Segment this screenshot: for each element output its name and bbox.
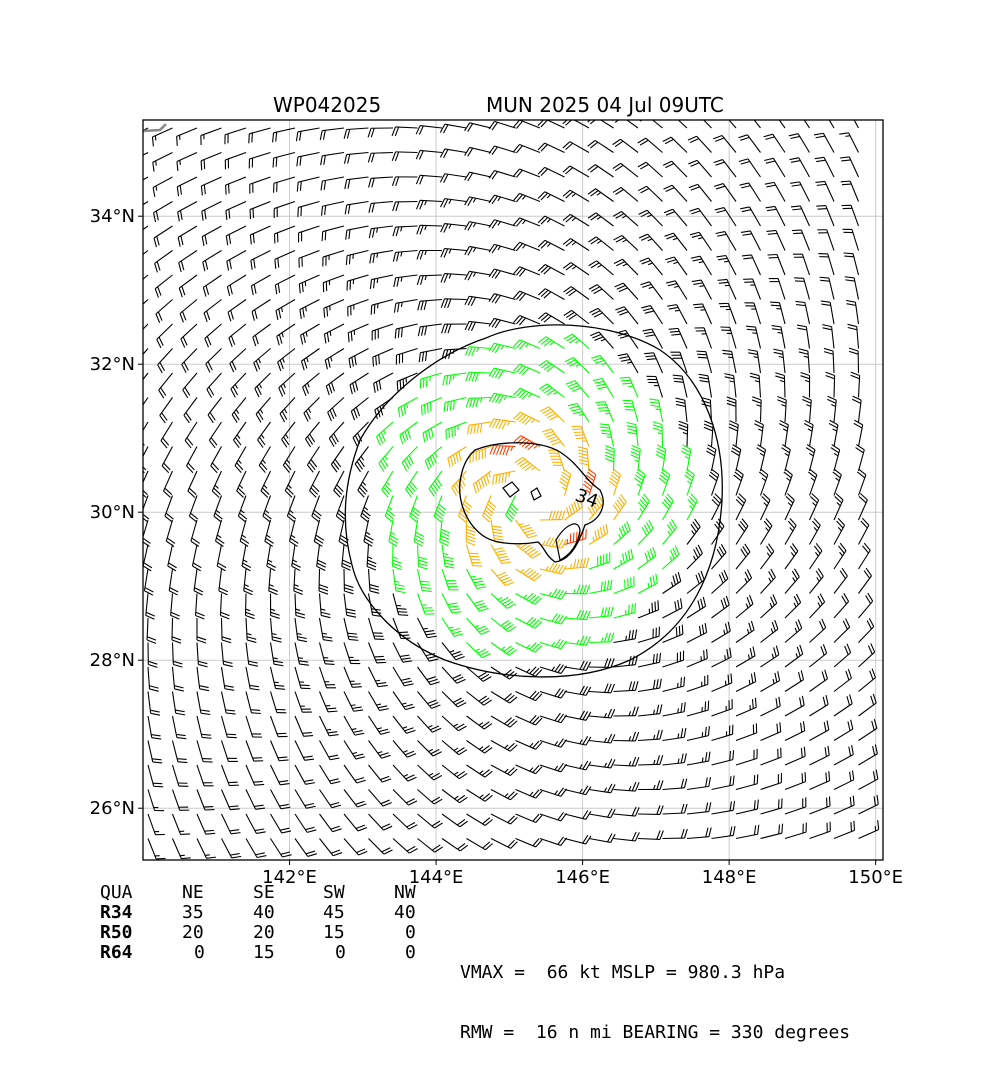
value-nw: 0 — [405, 943, 416, 963]
value-sw: 45 — [323, 903, 345, 923]
stats-rmw-bearing: RMW = 16 n mi BEARING = 330 degrees — [460, 1023, 850, 1043]
value-se: 15 — [253, 943, 275, 963]
value-sw: 0 — [335, 943, 346, 963]
header-sw: SW — [323, 883, 345, 903]
lon-tick-label: 144°E — [409, 867, 464, 888]
stats-vmax-mslp: VMAX = 66 kt MSLP = 980.3 hPa — [460, 963, 850, 983]
header-nw: NW — [394, 883, 416, 903]
header-ne: NE — [182, 883, 204, 903]
table-row-r34: R34 35 40 45 40 — [100, 903, 143, 923]
value-sw: 15 — [323, 923, 345, 943]
quadrant-radius-table: QUA NE SE SW NW R34 35 40 45 40 R50 20 2… — [100, 883, 143, 963]
value-nw: 40 — [394, 903, 416, 923]
row-label: R50 — [100, 923, 133, 943]
value-se: 20 — [253, 923, 275, 943]
row-label: R34 — [100, 903, 133, 923]
value-nw: 0 — [405, 923, 416, 943]
lat-tick-label: 34°N — [90, 206, 135, 227]
row-label: R64 — [100, 943, 133, 963]
value-ne: 0 — [194, 943, 205, 963]
value-ne: 35 — [182, 903, 204, 923]
lon-tick-label: 150°E — [848, 867, 903, 888]
storm-stats: VMAX = 66 kt MSLP = 980.3 hPa RMW = 16 n… — [460, 923, 850, 1063]
header-qua: QUA — [100, 883, 133, 903]
table-header-row: QUA NE SE SW NW — [100, 883, 143, 903]
lat-tick-label: 26°N — [90, 798, 135, 819]
lat-tick-label: 32°N — [90, 354, 135, 375]
value-ne: 20 — [182, 923, 204, 943]
lat-tick-label: 28°N — [90, 650, 135, 671]
table-row-r64: R64 0 15 0 0 — [100, 943, 143, 963]
table-row-r50: R50 20 20 15 0 — [100, 923, 143, 943]
value-se: 40 — [253, 903, 275, 923]
lon-tick-label: 148°E — [702, 867, 757, 888]
lat-tick-label: 30°N — [90, 502, 135, 523]
header-se: SE — [253, 883, 275, 903]
lon-tick-label: 146°E — [555, 867, 610, 888]
